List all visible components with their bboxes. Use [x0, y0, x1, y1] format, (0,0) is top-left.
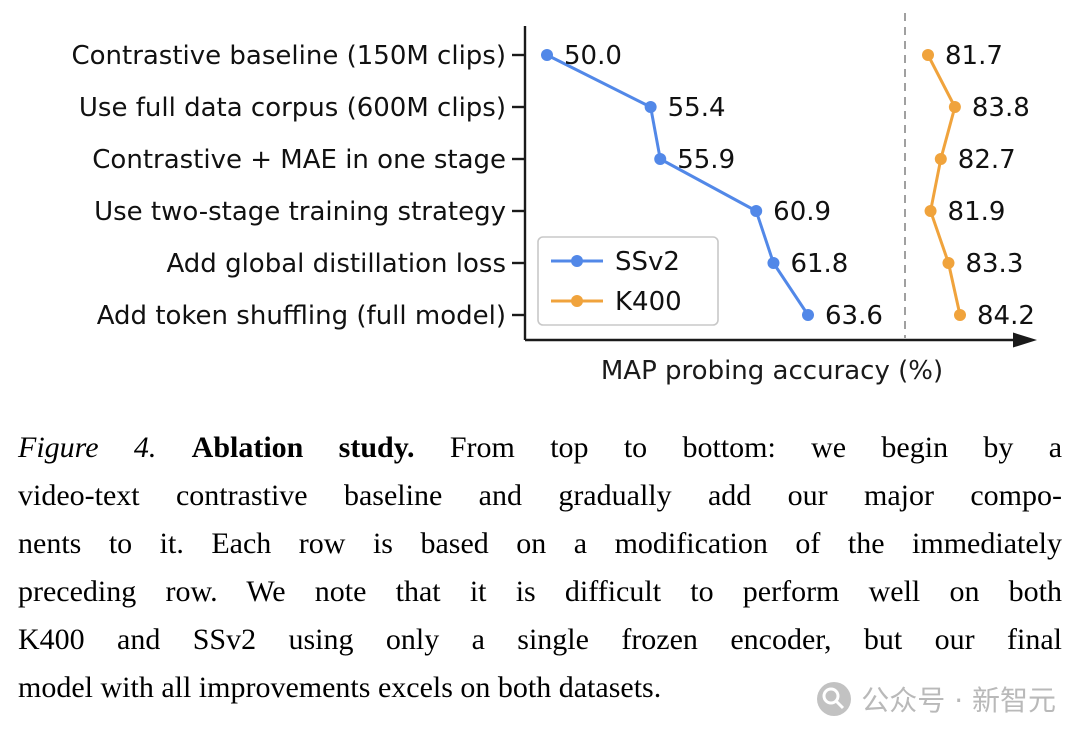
- data-point-ssv2: [750, 205, 763, 217]
- caption-line: preceding row. We note that it is diffic…: [18, 575, 1062, 608]
- data-point-k400: [934, 153, 947, 165]
- caption-text: From top to bottom: we begin by a: [449, 431, 1063, 464]
- figure-caption: Figure 4. Ablation study. From top to bo…: [0, 424, 1080, 712]
- value-label: 82.7: [958, 145, 1016, 175]
- data-point-k400: [922, 49, 934, 61]
- category-label: Use full data corpus (600M clips): [79, 93, 506, 123]
- data-point-k400: [954, 309, 966, 321]
- caption-line: Figure 4. Ablation study. From top to bo…: [18, 424, 1062, 472]
- caption-line: nents to it. Each row is based on a modi…: [18, 527, 1062, 560]
- value-label: 61.8: [790, 249, 848, 279]
- data-point-ssv2: [541, 49, 553, 61]
- chart-canvas: Contrastive baseline (150M clips) Use ful…: [71, 13, 1037, 386]
- legend-marker: [571, 255, 583, 267]
- ablation-study-chart: Contrastive baseline (150M clips) Use ful…: [71, 13, 1037, 386]
- data-point-ssv2: [644, 101, 657, 113]
- data-point-ssv2: [654, 153, 667, 165]
- data-point-k400: [942, 257, 955, 269]
- legend-label: K400: [615, 287, 682, 317]
- value-label: 83.8: [972, 93, 1030, 123]
- series-line-ssv2: [546, 53, 810, 316]
- category-label: Add token shuffling (full model): [97, 301, 506, 331]
- series-line-k400: [926, 54, 962, 316]
- caption-line: model with all improvements excels on bo…: [18, 671, 662, 704]
- caption-title: Ablation study.: [191, 431, 415, 464]
- x-axis-arrow: [1013, 332, 1037, 348]
- data-point-k400: [924, 205, 937, 217]
- category-label: Add global distillation loss: [166, 249, 506, 279]
- value-label: 50.0: [564, 41, 622, 71]
- figure-number: Figure 4.: [18, 431, 157, 464]
- value-label: 55.4: [668, 93, 726, 123]
- data-point-ssv2: [767, 257, 780, 269]
- value-label: 81.9: [948, 197, 1006, 227]
- value-label: 60.9: [773, 197, 831, 227]
- data-point-ssv2: [802, 309, 814, 321]
- value-label: 81.7: [945, 41, 1003, 71]
- value-label: 63.6: [825, 301, 883, 331]
- category-label: Contrastive baseline (150M clips): [71, 41, 506, 71]
- x-axis-label: MAP probing accuracy (%): [601, 356, 943, 386]
- value-label: 55.9: [677, 145, 735, 175]
- category-label: Contrastive + MAE in one stage: [92, 145, 506, 175]
- legend-marker: [571, 295, 583, 307]
- legend-label: SSv2: [615, 247, 680, 277]
- data-point-k400: [948, 101, 961, 113]
- legend-box: [537, 236, 719, 326]
- caption-line: video-text contrastive baseline and grad…: [18, 479, 1062, 512]
- value-label: 84.2: [977, 301, 1035, 331]
- caption-line: K400 and SSv2 using only a single frozen…: [18, 623, 1062, 656]
- category-label: Use two-stage training strategy: [94, 197, 506, 227]
- value-label: 83.3: [965, 249, 1023, 279]
